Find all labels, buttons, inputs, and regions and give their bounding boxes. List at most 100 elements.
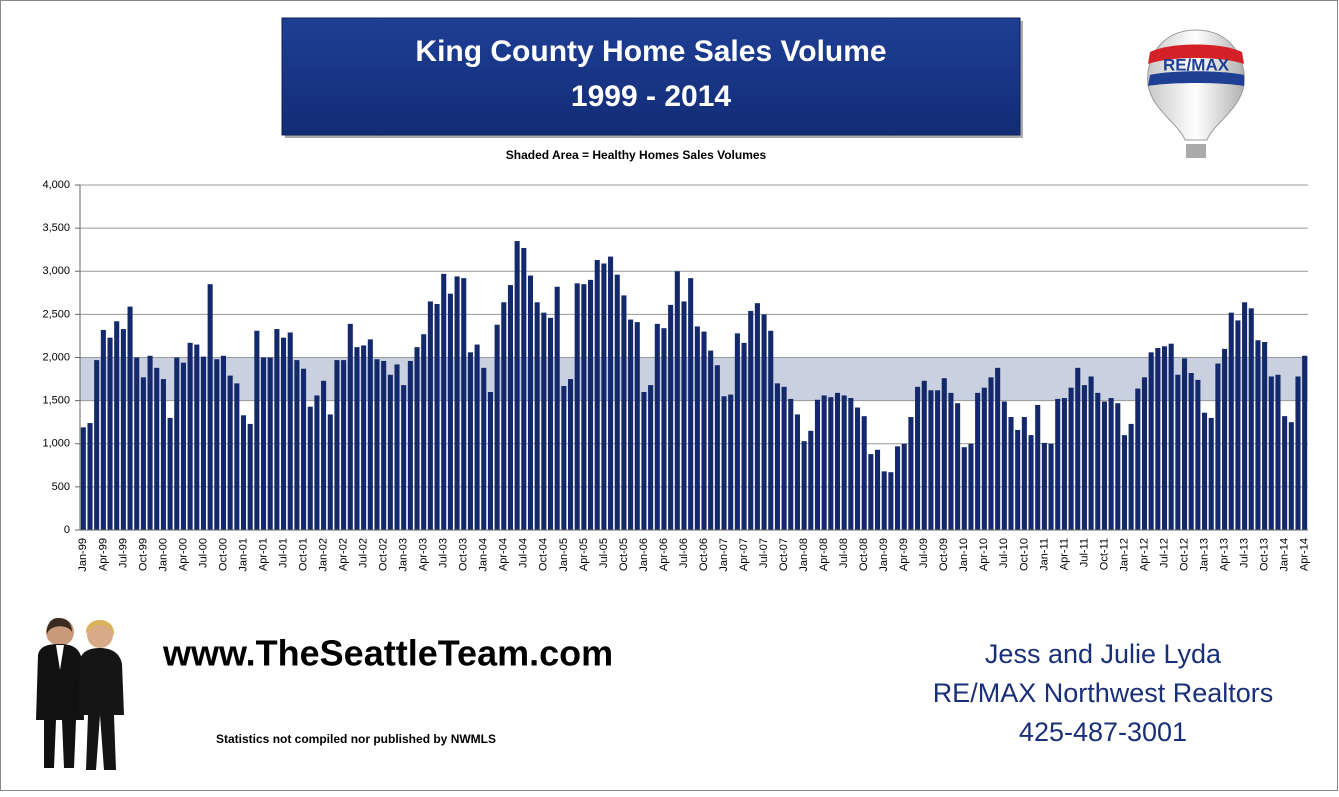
x-tick-label: Jan-14 [1279, 538, 1291, 572]
bar [1141, 377, 1148, 530]
bar [154, 367, 160, 530]
contact-line: Jess and Julie Lyda [985, 639, 1222, 669]
x-tick-label: Jan-99 [77, 538, 89, 572]
x-tick-label: Oct-01 [297, 538, 309, 571]
bar [487, 392, 493, 530]
bar [407, 360, 413, 530]
bar [1175, 374, 1181, 530]
x-tick-label: Oct-00 [217, 538, 229, 571]
bar [808, 430, 814, 530]
x-tick-label: Jan-08 [798, 538, 810, 572]
bar [1262, 341, 1268, 530]
x-tick-label: Jul-12 [1158, 538, 1170, 568]
bar [861, 416, 867, 530]
bar [474, 344, 480, 530]
bar [507, 285, 514, 530]
x-tick-label: Jan-12 [1118, 538, 1130, 572]
bar [961, 447, 967, 530]
x-tick-label: Apr-00 [177, 538, 189, 571]
bar [447, 293, 453, 530]
y-tick-label: 2,000 [42, 351, 70, 363]
x-tick-label: Jul-03 [438, 538, 450, 568]
x-tick-label: Jan-04 [478, 538, 490, 572]
bar [361, 345, 367, 530]
bar [1215, 363, 1221, 530]
bar [220, 355, 227, 530]
bar [734, 333, 740, 530]
bar [1088, 376, 1094, 530]
bar [401, 385, 407, 530]
bar [1208, 417, 1214, 530]
bar [1188, 373, 1194, 530]
bar [821, 395, 827, 530]
x-tick-label: Jan-01 [237, 538, 249, 572]
x-tick-label: Oct-03 [458, 538, 470, 571]
bar [314, 395, 320, 530]
bar [481, 367, 487, 530]
chart-subtitle: Shaded Area = Healthy Homes Sales Volume… [506, 148, 767, 162]
contact-line: 425-487-3001 [1019, 717, 1187, 747]
bar [1248, 308, 1254, 530]
bar [634, 322, 640, 530]
bar [160, 379, 166, 530]
bar [547, 317, 554, 530]
logo: RE/MAX [1147, 29, 1245, 158]
bar [601, 263, 607, 530]
x-tick-label: Jul-00 [197, 538, 209, 568]
bar [681, 301, 687, 530]
bar [1035, 404, 1041, 530]
x-tick-label: Apr-13 [1218, 538, 1230, 571]
bar [721, 396, 727, 530]
bar [267, 357, 273, 530]
balloon-stripe [1148, 71, 1244, 86]
bar [1015, 429, 1021, 530]
bar [1228, 312, 1234, 530]
contact-line: RE/MAX Northwest Realtors [933, 678, 1274, 708]
bar [1121, 435, 1128, 530]
bar [1001, 401, 1007, 530]
bar [654, 323, 660, 530]
basket [1186, 144, 1206, 158]
bar [1041, 442, 1047, 530]
bar [574, 283, 580, 530]
x-tick-label: Apr-03 [418, 538, 430, 571]
bar [834, 392, 841, 530]
bar [701, 331, 707, 530]
bar [995, 367, 1001, 530]
bar [1302, 355, 1308, 530]
bar [714, 365, 720, 530]
bar [874, 449, 881, 530]
bar [434, 304, 440, 530]
bar [554, 286, 560, 530]
x-tick-label: Jul-04 [518, 538, 530, 568]
bar [394, 364, 400, 530]
x-tick-label: Jul-11 [1078, 538, 1090, 567]
bar [80, 427, 86, 530]
bar [454, 276, 460, 530]
bar [1222, 348, 1228, 530]
website: www.TheSeattleTeam.com [162, 633, 613, 674]
bar [387, 374, 393, 530]
x-tick-label: Jan-00 [157, 538, 169, 572]
x-tick-label: Jul-01 [277, 538, 289, 568]
bar [200, 356, 207, 530]
bar [661, 328, 667, 530]
bar [1128, 423, 1134, 530]
x-tick-label: Oct-13 [1259, 538, 1271, 571]
bar [1148, 352, 1154, 530]
bar [608, 256, 614, 530]
bar [1048, 443, 1054, 530]
bar [781, 386, 787, 530]
bar [754, 303, 760, 530]
x-tick-label: Jan-06 [638, 538, 650, 572]
bar [854, 407, 861, 530]
y-tick-label: 3,500 [42, 222, 70, 234]
bar [1181, 358, 1188, 530]
bar [908, 417, 914, 530]
bar [648, 385, 654, 530]
bar [594, 260, 600, 530]
x-tick-label: Jan-13 [1198, 538, 1210, 572]
bar [895, 446, 901, 530]
bar [347, 323, 353, 530]
bar [107, 337, 113, 530]
